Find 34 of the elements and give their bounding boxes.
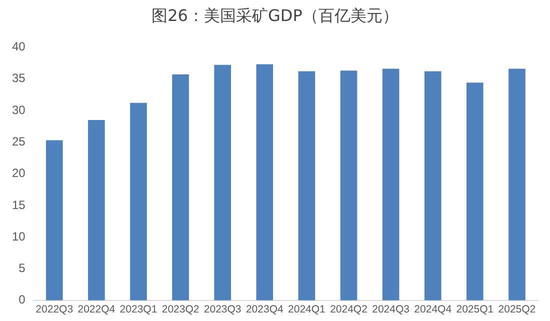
bar	[172, 74, 189, 300]
y-tick-label: 20	[12, 166, 26, 180]
x-tick-label: 2022Q4	[78, 304, 116, 316]
bar	[298, 71, 316, 300]
x-tick-label: 2023Q2	[162, 304, 200, 316]
x-tick-label: 2024Q2	[330, 304, 368, 316]
y-tick-label: 30	[12, 102, 26, 117]
x-tick-label: 2023Q1	[120, 304, 158, 316]
bar	[46, 140, 63, 300]
y-tick-label: 15	[12, 198, 26, 212]
x-tick-label: 2023Q3	[204, 304, 242, 316]
bar	[214, 64, 232, 300]
x-tick-label: 2023Q4	[246, 304, 284, 316]
y-tick-label: 10	[12, 229, 26, 244]
bar	[466, 82, 484, 300]
y-tick-label: 35	[12, 71, 26, 86]
x-tick-label: 2025Q2	[498, 304, 536, 316]
bar	[130, 102, 147, 300]
x-tick-label: 2024Q4	[414, 304, 452, 316]
x-tick-label: 2022Q3	[36, 304, 74, 316]
bar	[508, 68, 526, 300]
x-tick-label: 2025Q1	[456, 304, 494, 316]
bar	[424, 71, 442, 300]
x-tick-label: 2024Q3	[372, 304, 410, 316]
y-tick-label: 0	[18, 292, 26, 307]
chart-title: 图26：美国采矿GDP（百亿美元）	[150, 6, 400, 27]
x-tick-label: 2024Q1	[288, 304, 326, 316]
bar	[88, 120, 105, 300]
bar	[382, 68, 400, 300]
bar	[340, 70, 358, 300]
bar	[256, 64, 274, 300]
y-tick-label: 25	[12, 134, 26, 148]
y-tick-label: 5	[18, 261, 26, 276]
y-tick-label: 40	[12, 40, 26, 54]
